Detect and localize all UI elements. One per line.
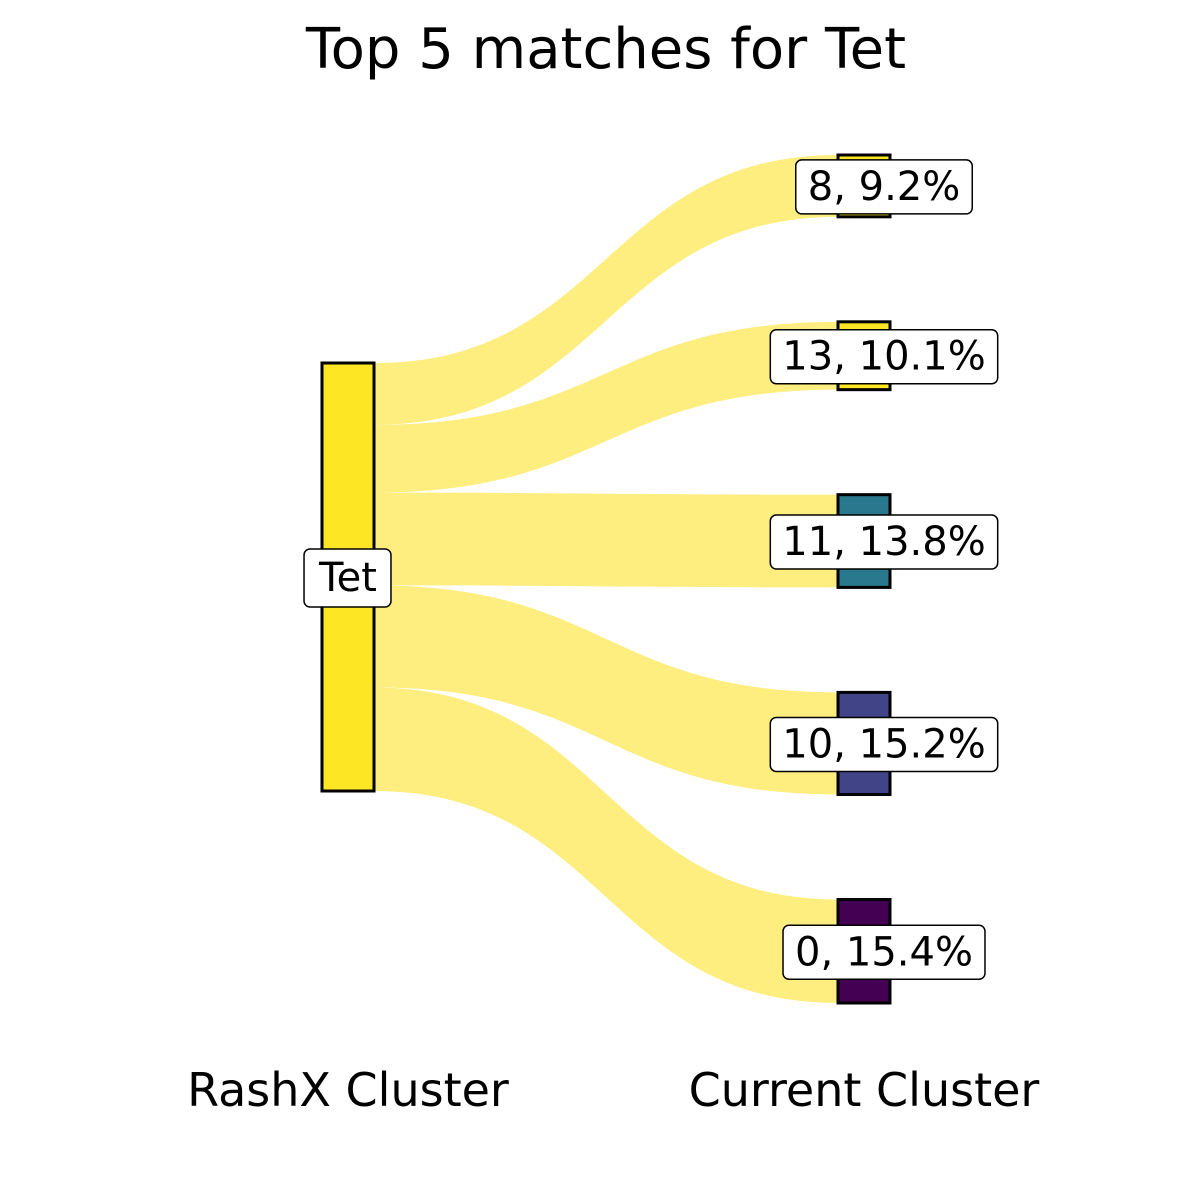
target-label-box-0 — [782, 924, 986, 981]
flow-band-0 — [374, 687, 838, 1003]
flow-band-13 — [374, 321, 838, 493]
target-label-8: 8, 9.2% — [795, 159, 973, 215]
flow-band-8 — [374, 155, 838, 425]
target-label-box-13 — [769, 328, 999, 385]
target-label-13: 13, 10.1% — [769, 328, 999, 385]
target-label-text-11: 11, 13.8% — [782, 519, 985, 565]
target-label-text-8: 8, 9.2% — [808, 164, 961, 210]
source-label: Tet — [303, 548, 392, 608]
target-label-text-0: 0, 15.4% — [795, 929, 973, 975]
source-axis-label: RashX Cluster — [187, 1063, 509, 1117]
target-label-11: 11, 13.8% — [769, 514, 999, 570]
source-label-text: Tet — [318, 555, 377, 601]
chart-title: Top 5 matches for Tet — [305, 17, 906, 82]
target-label-box-10 — [769, 716, 999, 773]
target-label-text-10: 10, 15.2% — [782, 721, 985, 767]
flow-band-10 — [374, 585, 838, 795]
target-label-box-11 — [769, 514, 999, 570]
target-label-box-8 — [795, 159, 973, 215]
target-axis-label: Current Cluster — [689, 1063, 1040, 1117]
flow-band-11 — [374, 492, 838, 588]
target-label-10: 10, 15.2% — [769, 716, 999, 773]
target-label-0: 0, 15.4% — [782, 924, 986, 981]
target-nodes — [836, 153, 892, 1005]
flows — [374, 155, 838, 1003]
target-labels: 8, 9.2% 13, 10.1% 11, 13.8% 10, 15.2% 0, 15.… — [769, 159, 999, 981]
target-label-text-13: 13, 10.1% — [782, 334, 985, 380]
